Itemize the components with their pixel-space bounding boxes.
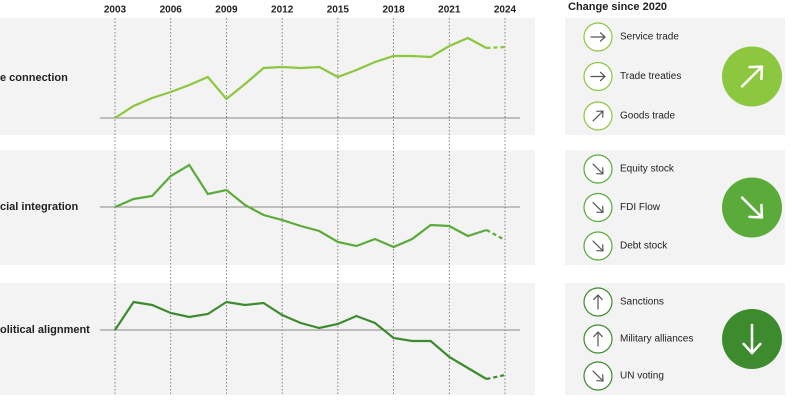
series-label: olitical alignment (0, 324, 90, 336)
indicator-label: Debt stock (620, 241, 668, 252)
arrow-icon (592, 201, 604, 214)
x-tick-label: 2018 (382, 5, 405, 16)
x-tick-label: 2012 (271, 5, 294, 16)
arrow-icon (592, 110, 604, 122)
arrow-icon (592, 370, 604, 382)
indicator-label: Trade treaties (620, 71, 681, 82)
panel-bg (0, 18, 535, 135)
series-label: cial integration (0, 201, 79, 213)
arrow-shaft (592, 163, 604, 175)
arrow-head (742, 342, 762, 355)
arrow-shaft (592, 110, 604, 122)
arrow-head (596, 374, 604, 382)
arrow-icon (590, 32, 606, 42)
x-tick-label: 2009 (215, 5, 238, 16)
arrow-icon (742, 323, 762, 355)
arrow-shaft (592, 201, 604, 214)
x-tick-label: 2021 (438, 5, 461, 16)
x-tick-label: 2003 (104, 5, 127, 16)
arrow-head (593, 331, 603, 338)
indicator-label: Military alliances (620, 334, 693, 345)
arrow-head (599, 71, 606, 82)
projected-line (486, 45, 506, 50)
x-tick-label: 2006 (160, 5, 183, 16)
arrow-icon (593, 331, 603, 347)
arrow-icon (590, 71, 606, 82)
x-tick-label: 2015 (327, 5, 350, 16)
arrow-shaft (592, 370, 604, 382)
projected-line (486, 373, 506, 381)
indicator-label: Goods trade (620, 111, 675, 122)
indicator-label: FDI Flow (620, 202, 661, 213)
indicator-label: Service trade (620, 32, 679, 43)
line (114, 163, 487, 249)
arrow-head (596, 244, 604, 252)
line (114, 36, 487, 119)
arrow-icon (592, 163, 604, 175)
arrow-icon (592, 240, 604, 252)
arrow-shaft (740, 196, 764, 219)
arrow-head (748, 65, 764, 81)
indicator-label: Sanctions (620, 297, 664, 308)
arrow-head (599, 32, 606, 42)
arrow-head (596, 110, 604, 118)
indicator-label: Equity stock (620, 164, 675, 175)
panel-title: Change since 2020 (568, 1, 667, 13)
arrow-icon (740, 196, 764, 219)
arrow-head (596, 205, 604, 214)
indicator-label: UN voting (620, 371, 664, 382)
arrow-head (596, 167, 604, 175)
panel-bg (0, 283, 535, 395)
series-label: e connection (0, 72, 68, 84)
arrow-shaft (592, 240, 604, 252)
projected-line (485, 229, 506, 241)
arrow-shaft (740, 65, 764, 88)
arrow-head (748, 203, 764, 219)
line (114, 300, 487, 380)
arrow-head (593, 294, 603, 301)
arrow-icon (593, 294, 603, 310)
arrow-icon (740, 65, 764, 88)
x-tick-label: 2024 (494, 5, 517, 16)
